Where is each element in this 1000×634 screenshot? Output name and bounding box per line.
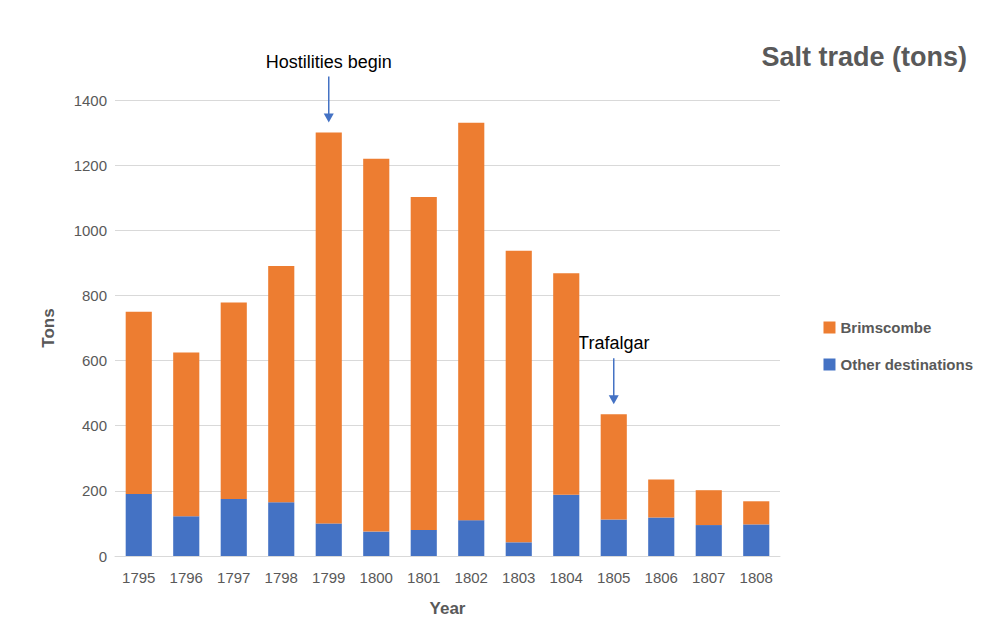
svg-text:Trafalgar: Trafalgar	[578, 333, 649, 353]
svg-text:400: 400	[82, 417, 107, 434]
svg-text:1000: 1000	[74, 222, 107, 239]
svg-text:1200: 1200	[74, 157, 107, 174]
svg-text:1795: 1795	[122, 569, 155, 586]
svg-text:1400: 1400	[74, 92, 107, 109]
svg-text:1806: 1806	[645, 569, 678, 586]
svg-text:1801: 1801	[407, 569, 440, 586]
svg-text:1800: 1800	[360, 569, 393, 586]
svg-text:Other destinations: Other destinations	[840, 356, 973, 373]
svg-text:Year: Year	[430, 599, 466, 618]
svg-text:1803: 1803	[502, 569, 535, 586]
svg-text:0: 0	[99, 548, 107, 565]
svg-text:Brimscombe: Brimscombe	[840, 319, 931, 336]
svg-text:1798: 1798	[265, 569, 298, 586]
svg-text:1796: 1796	[170, 569, 203, 586]
svg-text:Hostilities begin: Hostilities begin	[266, 52, 392, 72]
svg-text:Tons: Tons	[39, 308, 58, 347]
svg-text:1807: 1807	[692, 569, 725, 586]
svg-text:600: 600	[82, 352, 107, 369]
svg-text:1799: 1799	[312, 569, 345, 586]
svg-text:200: 200	[82, 482, 107, 499]
svg-text:800: 800	[82, 287, 107, 304]
svg-text:Salt trade (tons): Salt trade (tons)	[761, 42, 967, 72]
svg-text:1802: 1802	[455, 569, 488, 586]
svg-text:1797: 1797	[217, 569, 250, 586]
svg-text:1804: 1804	[550, 569, 583, 586]
svg-text:1808: 1808	[740, 569, 773, 586]
svg-text:1805: 1805	[597, 569, 630, 586]
